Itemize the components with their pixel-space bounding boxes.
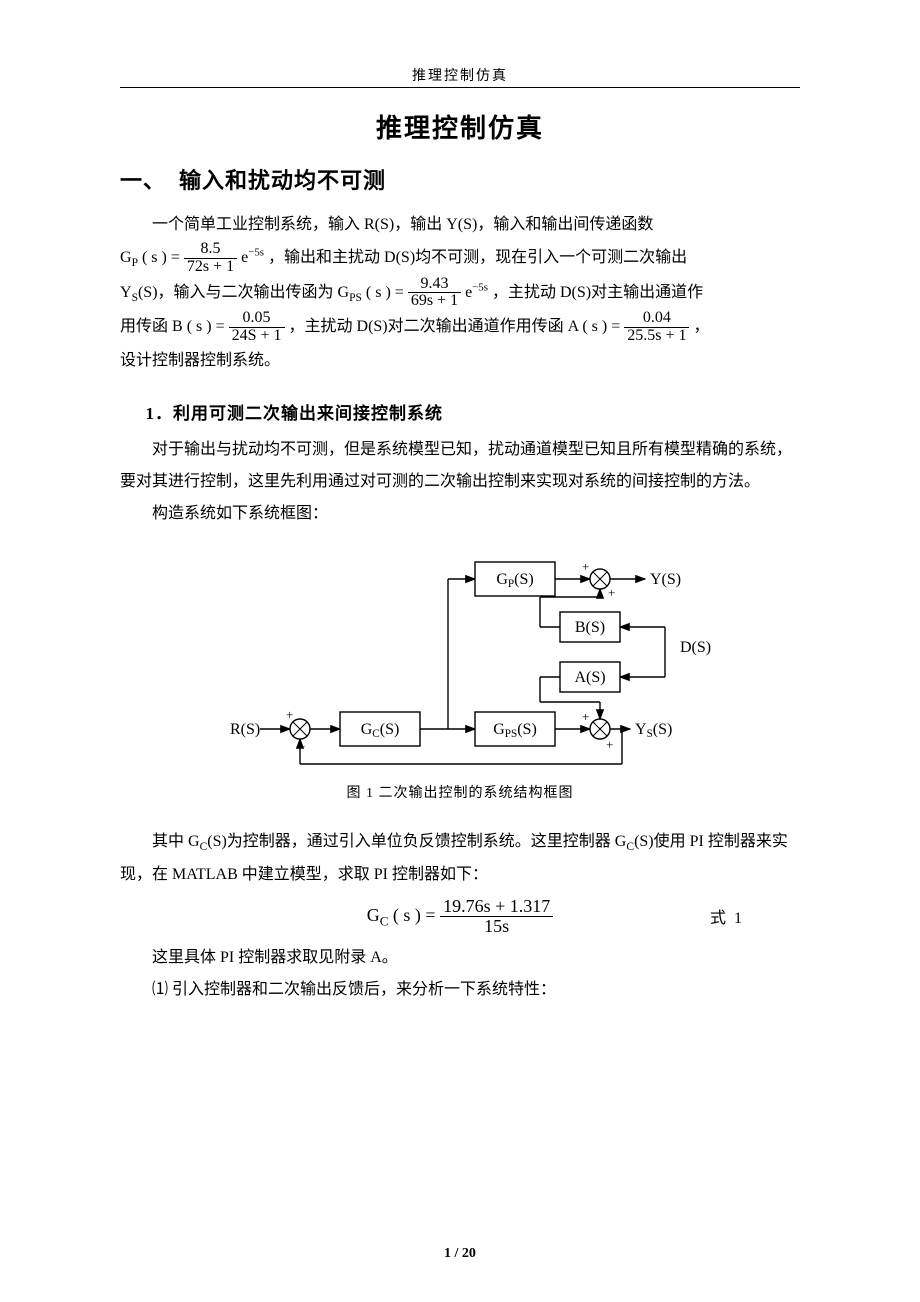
document-page: 推理控制仿真 推理控制仿真 一、 输入和扰动均不可测 一个简单工业控制系统，输入… — [0, 0, 920, 1302]
figure-1-caption: 图 1 二次输出控制的系统结构框图 — [120, 782, 800, 802]
svg-text:Y(S): Y(S) — [650, 571, 681, 588]
eq-b: B ( s ) = 0.0524S + 1 — [172, 318, 289, 335]
svg-text:+: + — [582, 709, 589, 724]
svg-text:B(S): B(S) — [575, 619, 605, 636]
p2c: ，主扰动 D(S)对主输出通道作 — [492, 284, 703, 301]
paragraph-9: ⑴ 引入控制器和二次输出反馈后，来分析一下系统特性： — [120, 974, 800, 1006]
svg-text:+: + — [582, 559, 589, 574]
svg-text:+: + — [286, 707, 293, 722]
svg-text:R(S): R(S) — [230, 721, 260, 738]
header-rule — [120, 87, 800, 88]
p1a: 一个简单工业控制系统，输入 R(S)，输出 Y(S)，输入和输出间传递函数 — [152, 216, 653, 233]
svg-text:YS(S): YS(S) — [635, 721, 672, 740]
eq-a: A ( s ) = 0.0425.5s + 1 — [568, 318, 694, 335]
p3a: 用传函 — [120, 318, 168, 335]
svg-text:+: + — [608, 585, 615, 600]
section-number: 一、 — [120, 168, 166, 193]
p3b: ，主扰动 D(S)对二次输出通道作用传函 — [289, 318, 564, 335]
paragraph-5: 对于输出与扰动均不可测，但是系统模型已知，扰动通道模型已知且所有模型精确的系统，… — [120, 434, 800, 498]
paragraph-2: YS(S)，输入与二次输出传函为 GPS ( s ) = 9.4369s + 1… — [120, 276, 800, 311]
svg-text:+: + — [606, 737, 613, 752]
block-diagram: GC(S)GPS(S)GP(S)B(S)A(S)+−++++R(S)YS(S)Y… — [190, 542, 730, 772]
paragraph-7: 其中 GC(S)为控制器，通过引入单位负反馈控制系统。这里控制器 GC(S)使用… — [120, 826, 800, 891]
svg-text:D(S): D(S) — [680, 639, 711, 656]
svg-text:−: − — [298, 739, 305, 754]
subsection-1: 1．利用可测二次输出来间接控制系统 — [146, 399, 801, 424]
svg-text:A(S): A(S) — [574, 669, 605, 686]
eq-gp: GP ( s ) = 8.572s + 1 e−5s — [120, 249, 268, 266]
page-number: 1 / 20 — [0, 1246, 920, 1262]
svg-text:GP(S): GP(S) — [496, 571, 533, 590]
eq-gps: GPS ( s ) = 9.4369s + 1 e−5s — [338, 284, 492, 301]
section-text: 输入和扰动均不可测 — [179, 168, 386, 193]
paragraph-1: 一个简单工业控制系统，输入 R(S)，输出 Y(S)，输入和输出间传递函数 — [120, 209, 800, 241]
svg-text:GC(S): GC(S) — [361, 721, 400, 740]
paragraph-1b: GP ( s ) = 8.572s + 1 e−5s ，输出和主扰动 D(S)均… — [120, 241, 800, 276]
equation-gc: GC ( s ) = 19.76s + 1.31715s 式 1 — [120, 897, 800, 936]
sub1-text: 利用可测二次输出来间接控制系统 — [173, 404, 443, 423]
sub1-num: 1． — [146, 404, 174, 423]
p1b: ，输出和主扰动 D(S)均不可测，现在引入一个可测二次输出 — [268, 249, 687, 266]
doc-title: 推理控制仿真 — [120, 108, 800, 145]
eq-label-1: 式 1 — [710, 904, 800, 928]
p3c: ， — [693, 318, 709, 335]
section-1-heading: 一、 输入和扰动均不可测 — [120, 163, 800, 195]
p2b: (S)，输入与二次输出传函为 — [138, 284, 334, 301]
running-header: 推理控制仿真 — [120, 65, 800, 85]
paragraph-4: 设计控制器控制系统。 — [120, 345, 800, 377]
paragraph-3: 用传函 B ( s ) = 0.0524S + 1 ，主扰动 D(S)对二次输出… — [120, 310, 800, 345]
paragraph-8: 这里具体 PI 控制器求取见附录 A。 — [120, 942, 800, 974]
paragraph-6: 构造系统如下系统框图： — [120, 498, 800, 530]
